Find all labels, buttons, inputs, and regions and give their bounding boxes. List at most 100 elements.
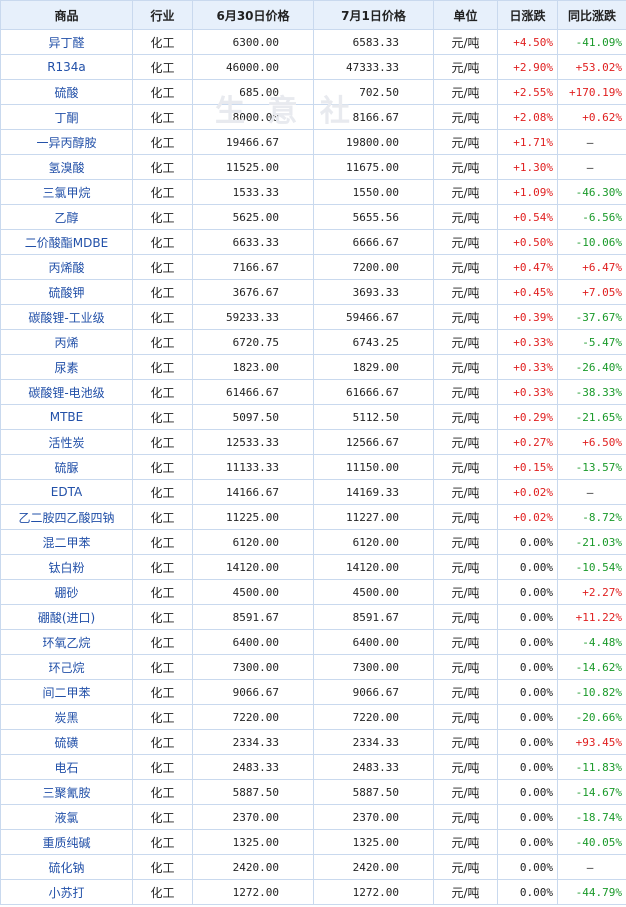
product-link[interactable]: 丙烯酸 (0, 254, 133, 280)
product-link[interactable]: 硼酸(进口) (0, 604, 133, 630)
product-link[interactable]: MTBE (0, 404, 133, 430)
price-0630-cell: 5887.50 (192, 779, 314, 805)
industry-cell: 化工 (132, 679, 193, 705)
unit-cell: 元/吨 (433, 879, 498, 905)
header-row: 商品 行业 6月30日价格 7月1日价格 单位 日涨跌 同比涨跌 (0, 0, 626, 30)
product-link[interactable]: 乙醇 (0, 204, 133, 230)
industry-cell: 化工 (132, 829, 193, 855)
price-0701-cell: 1550.00 (313, 179, 434, 205)
table-row: 炭黑 化工 7220.00 7220.00 元/吨 0.00% -20.66% (0, 704, 626, 730)
product-link[interactable]: 重质纯碱 (0, 829, 133, 855)
product-link[interactable]: 异丁醛 (0, 29, 133, 55)
product-link[interactable]: 环氧乙烷 (0, 629, 133, 655)
price-0701-cell: 11675.00 (313, 154, 434, 180)
product-link[interactable]: 三氯甲烷 (0, 179, 133, 205)
price-0701-cell: 7300.00 (313, 654, 434, 680)
product-link[interactable]: 二价酸酯MDBE (0, 229, 133, 255)
yoy-change-cell: +2.27% (557, 579, 626, 605)
product-link[interactable]: 间二甲苯 (0, 679, 133, 705)
price-0701-cell: 6400.00 (313, 629, 434, 655)
product-link[interactable]: R134a (0, 54, 133, 80)
product-link[interactable]: 液氯 (0, 804, 133, 830)
daily-change-cell: +0.02% (497, 479, 558, 505)
header-product: 商品 (0, 0, 133, 30)
price-0630-cell: 4500.00 (192, 579, 314, 605)
table-row: 硫化钠 化工 2420.00 2420.00 元/吨 0.00% — (0, 854, 626, 880)
yoy-change-cell: -14.67% (557, 779, 626, 805)
table-row: 二价酸酯MDBE 化工 6633.33 6666.67 元/吨 +0.50% -10.06% (0, 229, 626, 255)
table-row: 活性炭 化工 12533.33 12566.67 元/吨 +0.27% +6.50% (0, 429, 626, 455)
product-link[interactable]: 电石 (0, 754, 133, 780)
industry-cell: 化工 (132, 54, 193, 80)
unit-cell: 元/吨 (433, 729, 498, 755)
product-link[interactable]: 碳酸锂-电池级 (0, 379, 133, 405)
product-link[interactable]: 硫酸 (0, 79, 133, 105)
product-link[interactable]: 硫磺 (0, 729, 133, 755)
product-link[interactable]: 氢溴酸 (0, 154, 133, 180)
table-row: 尿素 化工 1823.00 1829.00 元/吨 +0.33% -26.40% (0, 354, 626, 380)
yoy-change-cell: — (557, 854, 626, 880)
table-row: 三氯甲烷 化工 1533.33 1550.00 元/吨 +1.09% -46.30% (0, 179, 626, 205)
price-0701-cell: 11150.00 (313, 454, 434, 480)
product-link[interactable]: 乙二胺四乙酸四钠 (0, 504, 133, 530)
daily-change-cell: 0.00% (497, 754, 558, 780)
product-link[interactable]: 碳酸锂-工业级 (0, 304, 133, 330)
product-link[interactable]: 小苏打 (0, 879, 133, 905)
industry-cell: 化工 (132, 104, 193, 130)
header-unit: 单位 (433, 0, 498, 30)
product-link[interactable]: 炭黑 (0, 704, 133, 730)
daily-change-cell: +2.55% (497, 79, 558, 105)
header-price-0701: 7月1日价格 (313, 0, 434, 30)
product-link[interactable]: 硫酸钾 (0, 279, 133, 305)
daily-change-cell: +0.15% (497, 454, 558, 480)
yoy-change-cell: +53.02% (557, 54, 626, 80)
price-0630-cell: 6400.00 (192, 629, 314, 655)
header-industry: 行业 (132, 0, 193, 30)
industry-cell: 化工 (132, 604, 193, 630)
product-link[interactable]: EDTA (0, 479, 133, 505)
daily-change-cell: +0.29% (497, 404, 558, 430)
product-link[interactable]: 钛白粉 (0, 554, 133, 580)
product-link[interactable]: 硫脲 (0, 454, 133, 480)
product-link[interactable]: 硼砂 (0, 579, 133, 605)
price-0701-cell: 14169.33 (313, 479, 434, 505)
table-row: 间二甲苯 化工 9066.67 9066.67 元/吨 0.00% -10.82% (0, 679, 626, 705)
price-0630-cell: 14166.67 (192, 479, 314, 505)
price-0630-cell: 12533.33 (192, 429, 314, 455)
table-row: 碳酸锂-工业级 化工 59233.33 59466.67 元/吨 +0.39% -37.67… (0, 304, 626, 330)
unit-cell: 元/吨 (433, 604, 498, 630)
product-link[interactable]: 三聚氰胺 (0, 779, 133, 805)
table-row: 环己烷 化工 7300.00 7300.00 元/吨 0.00% -14.62% (0, 654, 626, 680)
table-row: 环氧乙烷 化工 6400.00 6400.00 元/吨 0.00% -4.48% (0, 629, 626, 655)
daily-change-cell: 0.00% (497, 879, 558, 905)
yoy-change-cell: — (557, 154, 626, 180)
unit-cell: 元/吨 (433, 79, 498, 105)
unit-cell: 元/吨 (433, 679, 498, 705)
product-link[interactable]: 一异丙醇胺 (0, 129, 133, 155)
table-row: MTBE 化工 5097.50 5112.50 元/吨 +0.29% -21.65% (0, 404, 626, 430)
price-0630-cell: 5625.00 (192, 204, 314, 230)
daily-change-cell: 0.00% (497, 554, 558, 580)
table-row: 小苏打 化工 1272.00 1272.00 元/吨 0.00% -44.79% (0, 879, 626, 905)
product-link[interactable]: 环己烷 (0, 654, 133, 680)
product-link[interactable]: 丙烯 (0, 329, 133, 355)
product-link[interactable]: 硫化钠 (0, 854, 133, 880)
product-link[interactable]: 活性炭 (0, 429, 133, 455)
price-0701-cell: 47333.33 (313, 54, 434, 80)
daily-change-cell: +2.08% (497, 104, 558, 130)
yoy-change-cell: -21.03% (557, 529, 626, 555)
table-row: 三聚氰胺 化工 5887.50 5887.50 元/吨 0.00% -14.67% (0, 779, 626, 805)
price-0701-cell: 3693.33 (313, 279, 434, 305)
unit-cell: 元/吨 (433, 754, 498, 780)
product-link[interactable]: 丁酮 (0, 104, 133, 130)
price-0630-cell: 2420.00 (192, 854, 314, 880)
unit-cell: 元/吨 (433, 179, 498, 205)
industry-cell: 化工 (132, 629, 193, 655)
price-0701-cell: 12566.67 (313, 429, 434, 455)
product-link[interactable]: 尿素 (0, 354, 133, 380)
product-link[interactable]: 混二甲苯 (0, 529, 133, 555)
price-0701-cell: 1829.00 (313, 354, 434, 380)
table-row: R134a 化工 46000.00 47333.33 元/吨 +2.90% +53.02% (0, 54, 626, 80)
price-0701-cell: 5112.50 (313, 404, 434, 430)
yoy-change-cell: -40.05% (557, 829, 626, 855)
